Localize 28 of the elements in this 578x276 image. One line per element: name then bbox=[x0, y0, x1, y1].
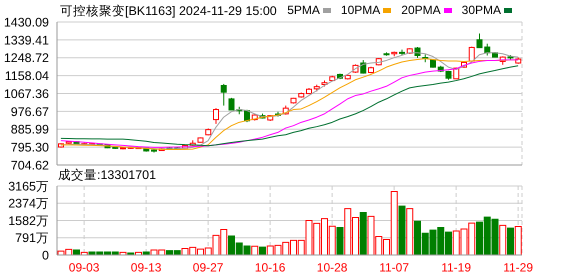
y-tick-label: 1158.04 bbox=[4, 69, 50, 84]
y-tick-label: 1430.09 bbox=[4, 15, 50, 30]
chart-title: 成交量:13301701 bbox=[58, 167, 156, 184]
y-tick-label: 1067.36 bbox=[4, 86, 50, 101]
y-tick-label: 795.30 bbox=[10, 140, 50, 155]
x-tick-label: 11-29 bbox=[503, 260, 534, 275]
chart-title: 可控核聚变[BK1163] 2024-11-29 15:00 bbox=[60, 3, 277, 20]
y-tick-label: 1339.41 bbox=[4, 33, 50, 48]
y-tick-label: 976.67 bbox=[10, 104, 50, 119]
x-tick-label: 09-03 bbox=[68, 260, 100, 275]
x-tick-label: 11-19 bbox=[441, 260, 472, 275]
x-tick-label: 10-16 bbox=[254, 260, 286, 275]
y-tick-label: 3165万 bbox=[8, 179, 49, 194]
legend-label: 30PMA bbox=[462, 3, 501, 17]
x-tick-label: 10-28 bbox=[316, 260, 348, 275]
y-tick-label: 2374万 bbox=[8, 196, 49, 211]
legend-label: 20PMA bbox=[401, 3, 441, 17]
y-tick-label: 1248.72 bbox=[4, 51, 50, 66]
y-tick-label: 704.62 bbox=[10, 158, 50, 172]
x-tick-label: 09-13 bbox=[130, 260, 162, 275]
x-tick-label: 11-07 bbox=[379, 260, 410, 275]
y-tick-label: 1582万 bbox=[8, 214, 49, 228]
y-tick-label: 0 bbox=[42, 248, 50, 262]
y-tick-label: 791万 bbox=[15, 231, 49, 246]
y-tick-label: 885.99 bbox=[10, 122, 50, 137]
legend-label: 5PMA bbox=[287, 3, 320, 17]
legend-label: 10PMA bbox=[340, 3, 380, 17]
x-tick-label: 09-27 bbox=[192, 260, 224, 275]
